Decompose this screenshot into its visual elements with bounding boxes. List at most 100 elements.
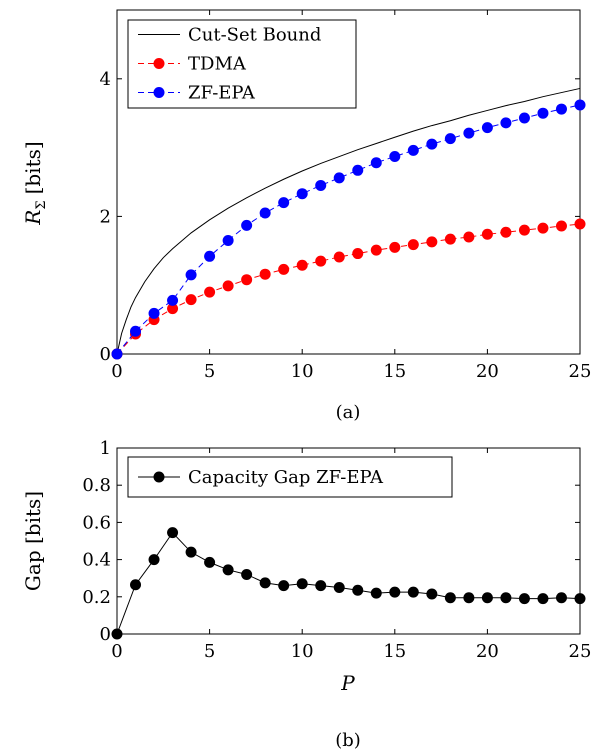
- legend-label-cut-set-bound: Cut-Set Bound: [188, 25, 321, 46]
- legend-box-b: [127, 456, 453, 498]
- y-tick-label-a: 0: [100, 344, 111, 365]
- plot-frame-a: [116, 9, 581, 355]
- series-layer-b: [111, 527, 586, 640]
- x-tick-label-b: 0: [111, 641, 122, 662]
- data-point-tdma: [537, 222, 549, 234]
- y-tick-label-b: 0.6: [82, 512, 111, 533]
- data-point-tdma: [389, 241, 401, 253]
- data-point-capacity-gap-zf-epa: [167, 527, 179, 539]
- y-tick-label-b: 0.4: [82, 550, 111, 571]
- data-point-zf-epa: [259, 207, 271, 219]
- data-point-zf-epa: [241, 219, 253, 231]
- chart-b: 0 5 10 15 20 25 0 0.2 0.4 0.6 0.8 1 Capacity Gap ZF…: [21, 438, 591, 751]
- data-point-zf-epa: [444, 133, 456, 145]
- data-point-zf-epa: [481, 122, 493, 134]
- data-point-capacity-gap-zf-epa: [481, 592, 493, 604]
- data-point-capacity-gap-zf-epa: [241, 568, 253, 580]
- series-line-cut-set-bound: [116, 87, 581, 355]
- data-point-tdma: [574, 218, 586, 230]
- data-point-capacity-gap-zf-epa: [352, 584, 364, 596]
- data-point-capacity-gap-zf-epa: [185, 546, 197, 558]
- data-point-zf-epa: [296, 188, 308, 200]
- x-tick-label-a: 15: [383, 361, 406, 382]
- data-point-zf-epa: [204, 250, 216, 262]
- legend-label-capacity-gap-zf-epa: Capacity Gap ZF-EPA: [188, 467, 384, 488]
- series-line-tdma: [116, 223, 581, 355]
- data-point-tdma: [241, 274, 253, 286]
- data-point-capacity-gap-zf-epa: [500, 592, 512, 604]
- data-point-tdma: [352, 248, 364, 260]
- data-point-zf-epa: [463, 127, 475, 139]
- data-point-capacity-gap-zf-epa: [370, 587, 382, 599]
- chart-a: 0 5 10 15 20 25 0 2 4 Cut-Set Bound TDMA ZF-EPA RΣ…: [21, 9, 592, 423]
- data-point-zf-epa: [315, 179, 327, 191]
- y-axis-label-a: RΣ [bits]: [21, 141, 49, 225]
- data-point-tdma: [481, 228, 493, 240]
- legend-marker-tdma: [153, 58, 165, 69]
- data-point-tdma: [222, 280, 234, 292]
- data-point-tdma: [185, 294, 197, 306]
- x-tick-label-a: 20: [476, 361, 499, 382]
- data-point-capacity-gap-zf-epa: [259, 577, 271, 589]
- x-tick-label-b: 20: [476, 641, 499, 662]
- x-tick-label-b: 15: [383, 641, 406, 662]
- data-point-tdma: [278, 263, 290, 275]
- series-layer-a: [111, 87, 586, 360]
- data-point-capacity-gap-zf-epa: [537, 593, 549, 605]
- y-tick-label-b: 0.8: [82, 475, 111, 496]
- data-point-zf-epa: [518, 112, 530, 124]
- legend-marker-zf-epa: [153, 87, 165, 98]
- data-point-tdma: [444, 233, 456, 245]
- x-tick-label-a: 25: [569, 361, 592, 382]
- axis-ticks-a: 0 5 10 15 20 25 0 2 4: [100, 10, 592, 382]
- data-point-tdma: [500, 226, 512, 238]
- y-tick-label-b: 0: [100, 624, 111, 645]
- data-point-zf-epa: [352, 164, 364, 176]
- data-point-capacity-gap-zf-epa: [518, 593, 530, 605]
- data-point-zf-epa: [426, 138, 438, 150]
- x-tick-label-b: 5: [204, 641, 215, 662]
- data-point-capacity-gap-zf-epa: [407, 586, 419, 598]
- data-point-zf-epa: [130, 325, 142, 337]
- data-point-capacity-gap-zf-epa: [389, 586, 401, 598]
- data-point-zf-epa: [222, 234, 234, 246]
- legend-a: Cut-Set Bound TDMA ZF-EPA: [127, 19, 357, 109]
- data-point-tdma: [296, 259, 308, 271]
- data-point-capacity-gap-zf-epa: [222, 564, 234, 576]
- data-point-tdma: [259, 268, 271, 280]
- y-axis-label-a-unit: [bits]: [21, 141, 45, 194]
- plot-frame-b: [116, 447, 581, 635]
- data-point-tdma: [315, 255, 327, 267]
- data-point-tdma: [463, 231, 475, 243]
- legend-b: Capacity Gap ZF-EPA: [127, 456, 453, 498]
- data-point-capacity-gap-zf-epa: [278, 580, 290, 592]
- data-point-zf-epa: [278, 197, 290, 209]
- x-tick-label-a: 5: [204, 361, 215, 382]
- series-line-capacity-gap-zf-epa: [116, 531, 581, 635]
- data-point-zf-epa: [167, 294, 179, 306]
- caption-a: (a): [336, 402, 361, 423]
- y-tick-label-a: 4: [100, 69, 111, 90]
- x-axis-label-b: P: [340, 671, 355, 695]
- data-point-tdma: [426, 236, 438, 248]
- x-tick-label-a: 10: [291, 361, 314, 382]
- data-point-zf-epa: [148, 307, 160, 319]
- data-point-zf-epa: [500, 117, 512, 129]
- data-point-tdma: [370, 244, 382, 256]
- data-point-capacity-gap-zf-epa: [555, 592, 567, 604]
- data-point-zf-epa: [574, 99, 586, 111]
- data-point-capacity-gap-zf-epa: [426, 588, 438, 600]
- data-point-zf-epa: [333, 172, 345, 184]
- data-point-tdma: [555, 220, 567, 232]
- data-point-zf-epa: [537, 107, 549, 119]
- data-point-capacity-gap-zf-epa: [130, 579, 142, 591]
- y-axis-label-a-main: R: [21, 210, 45, 226]
- data-point-zf-epa: [555, 103, 567, 115]
- y-tick-label-b: 0.2: [82, 587, 111, 608]
- data-point-capacity-gap-zf-epa: [574, 593, 586, 605]
- y-axis-label-a-sub: Σ: [34, 200, 49, 209]
- data-point-tdma: [407, 239, 419, 251]
- data-point-zf-epa: [185, 269, 197, 281]
- data-point-capacity-gap-zf-epa: [444, 592, 456, 604]
